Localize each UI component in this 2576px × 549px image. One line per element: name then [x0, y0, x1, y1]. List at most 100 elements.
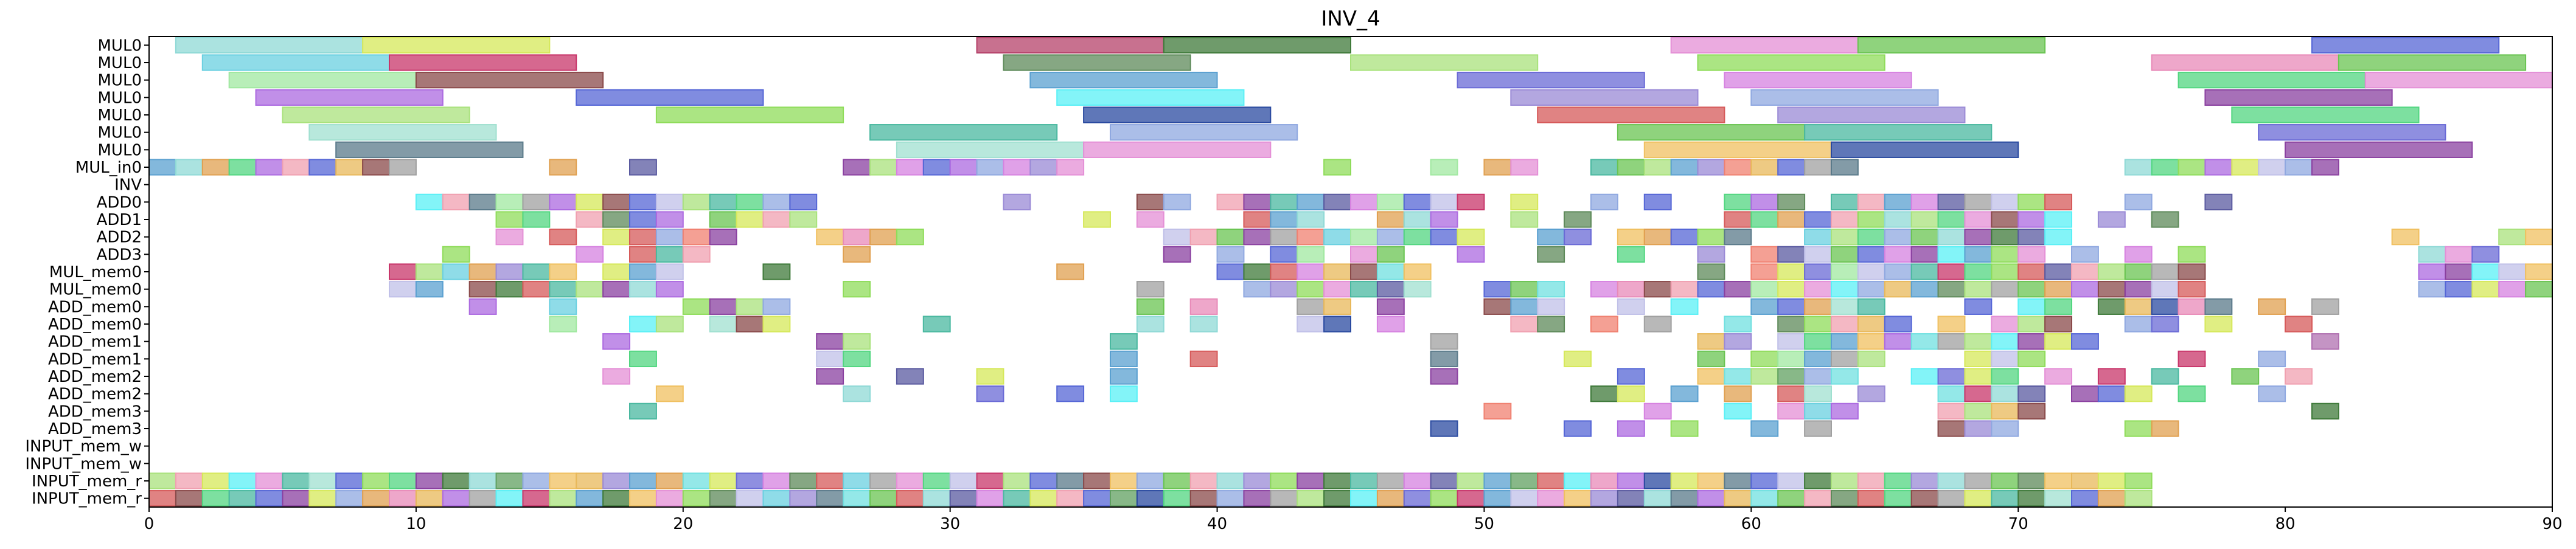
- schedule-bar: [655, 490, 684, 507]
- schedule-bar: [1297, 316, 1325, 333]
- schedule-bar: [1297, 229, 1325, 246]
- schedule-bar: [1937, 229, 1966, 246]
- schedule-bar: [1350, 281, 1378, 298]
- schedule-bar: [1537, 316, 1565, 333]
- schedule-bar: [1643, 490, 1672, 507]
- schedule-bar: [1964, 193, 1993, 210]
- schedule-bar: [228, 472, 257, 489]
- schedule-bar: [228, 72, 417, 89]
- schedule-bar: [1323, 281, 1351, 298]
- schedule-bar: [896, 141, 1085, 158]
- schedule-bar: [2311, 402, 2339, 420]
- schedule-bar: [1376, 211, 1405, 228]
- schedule-bar: [629, 472, 657, 489]
- schedule-bar: [1323, 263, 1351, 280]
- schedule-bar: [468, 298, 497, 315]
- schedule-bar: [1083, 141, 1272, 158]
- schedule-bar: [2044, 298, 2072, 315]
- schedule-bar: [2177, 385, 2206, 402]
- schedule-bar: [1750, 246, 1779, 263]
- schedule-bar: [629, 211, 657, 228]
- schedule-bar: [709, 490, 737, 507]
- schedule-bar: [2097, 298, 2126, 315]
- schedule-bar: [1083, 490, 1111, 507]
- schedule-bar: [1189, 490, 1218, 507]
- schedule-bar: [1724, 333, 1752, 350]
- schedule-bar: [1430, 472, 1458, 489]
- schedule-bar: [308, 490, 337, 507]
- schedule-bar: [1003, 54, 1191, 71]
- schedule-bar: [2017, 281, 2046, 298]
- schedule-bar: [709, 193, 737, 210]
- schedule-bar: [1857, 333, 1885, 350]
- schedule-bar: [2525, 281, 2553, 298]
- plot-frame: [148, 36, 2553, 508]
- schedule-bar: [1884, 263, 1912, 280]
- schedule-bar: [282, 490, 310, 507]
- schedule-bar: [682, 472, 711, 489]
- schedule-bar: [1884, 211, 1912, 228]
- schedule-bar: [148, 159, 176, 176]
- schedule-bar: [1991, 385, 2019, 402]
- schedule-bar: [762, 263, 791, 280]
- schedule-bar: [1110, 368, 1138, 385]
- schedule-bar: [843, 385, 871, 402]
- schedule-bar: [1724, 316, 1752, 333]
- schedule-bar: [2017, 229, 2046, 246]
- schedule-bar: [2044, 333, 2072, 350]
- schedule-bar: [1804, 124, 1993, 141]
- schedule-bar: [709, 229, 737, 246]
- schedule-bar: [1617, 281, 1645, 298]
- schedule-bar: [2498, 281, 2527, 298]
- y-tick-label: MUL0: [98, 106, 142, 125]
- schedule-bar: [682, 298, 711, 315]
- schedule-bar: [655, 316, 684, 333]
- schedule-bar: [1376, 281, 1405, 298]
- schedule-bar: [1697, 333, 1725, 350]
- schedule-bar: [1910, 368, 1939, 385]
- y-tick-label: ADD_mem2: [48, 368, 142, 386]
- schedule-bar: [1590, 193, 1618, 210]
- schedule-bar: [1136, 298, 1164, 315]
- schedule-bar: [762, 193, 791, 210]
- schedule-bar: [522, 193, 551, 210]
- schedule-bar: [1777, 281, 1806, 298]
- schedule-bar: [1537, 472, 1565, 489]
- schedule-bar: [1937, 490, 1966, 507]
- schedule-bar: [1590, 159, 1618, 176]
- schedule-bar: [2177, 350, 2206, 367]
- schedule-bar: [922, 316, 951, 333]
- schedule-bar: [1056, 490, 1085, 507]
- schedule-bar: [1804, 246, 1832, 263]
- schedule-bar: [1617, 472, 1645, 489]
- schedule-bar: [1910, 193, 1939, 210]
- schedule-bar: [1430, 420, 1458, 437]
- y-tick-label: ADD_mem3: [48, 420, 142, 438]
- schedule-bar: [1056, 159, 1085, 176]
- y-tick-label: ADD_mem2: [48, 385, 142, 404]
- schedule-bar: [1750, 211, 1779, 228]
- x-tick-label: 10: [406, 515, 426, 533]
- schedule-bar: [949, 490, 978, 507]
- schedule-bar: [2017, 193, 2046, 210]
- schedule-bar: [308, 159, 337, 176]
- schedule-bar: [522, 472, 551, 489]
- schedule-bar: [1163, 36, 1352, 54]
- schedule-bar: [1564, 229, 1592, 246]
- schedule-bar: [1831, 402, 1859, 420]
- schedule-bar: [629, 402, 657, 420]
- schedule-bar: [1857, 298, 1885, 315]
- schedule-bar: [549, 159, 577, 176]
- schedule-bar: [1804, 420, 1832, 437]
- schedule-bar: [1297, 193, 1325, 210]
- schedule-bar: [816, 333, 844, 350]
- schedule-bar: [362, 490, 390, 507]
- schedule-bar: [602, 368, 630, 385]
- schedule-bar: [629, 350, 657, 367]
- schedule-bar: [2311, 36, 2500, 54]
- schedule-bar: [549, 472, 577, 489]
- schedule-bar: [2044, 316, 2072, 333]
- schedule-bar: [1804, 333, 1832, 350]
- schedule-bar: [1964, 368, 1993, 385]
- schedule-bar: [2017, 472, 2046, 489]
